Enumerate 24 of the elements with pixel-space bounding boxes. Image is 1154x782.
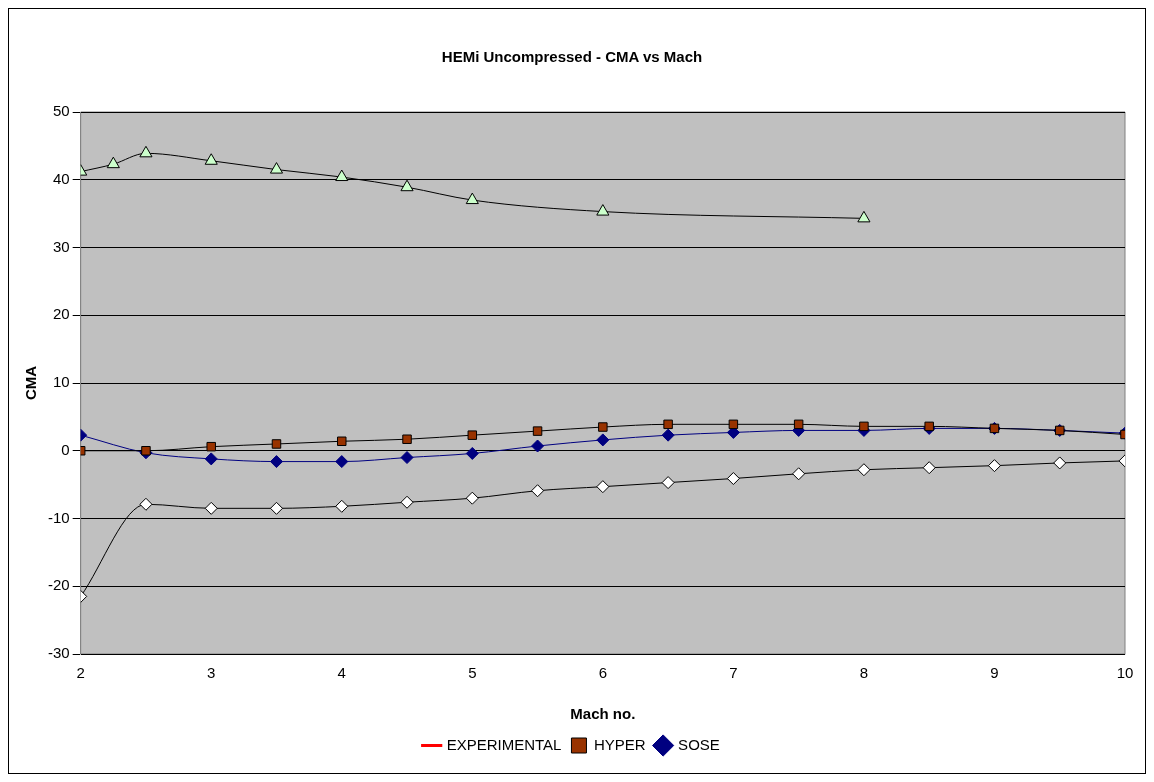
x-tick-label: 10 — [1116, 664, 1134, 682]
y-tick-label: 40 — [52, 169, 70, 187]
y-tick-label: 20 — [52, 305, 70, 323]
x-tick-label: 6 — [598, 664, 608, 682]
legend-label: EXPERIMENTAL — [446, 735, 562, 753]
x-tick-label: 2 — [76, 664, 85, 682]
y-tick-label: -10 — [47, 508, 70, 526]
y-tick-label: 50 — [52, 102, 70, 120]
x-tick-label: 9 — [990, 664, 999, 682]
y-axis-title: CMA — [22, 365, 40, 401]
x-tick-label: 3 — [207, 664, 216, 682]
x-tick-label: 5 — [468, 664, 477, 682]
y-tick-label: 10 — [52, 373, 70, 391]
x-axis-title: Mach no. — [570, 705, 636, 723]
y-tick-label: 0 — [61, 440, 70, 458]
x-tick-label: 8 — [859, 664, 869, 682]
x-tick-label: 7 — [729, 664, 738, 682]
y-tick-label: -30 — [47, 644, 70, 662]
x-tick-label: 4 — [337, 664, 346, 682]
y-tick-label: -20 — [47, 576, 70, 594]
legend-label: HYPER — [593, 735, 646, 753]
legend-label: SOSE — [678, 735, 720, 753]
y-tick-label: 30 — [52, 237, 70, 255]
chart-title: HEMi Uncompressed - CMA vs Mach — [441, 48, 703, 66]
